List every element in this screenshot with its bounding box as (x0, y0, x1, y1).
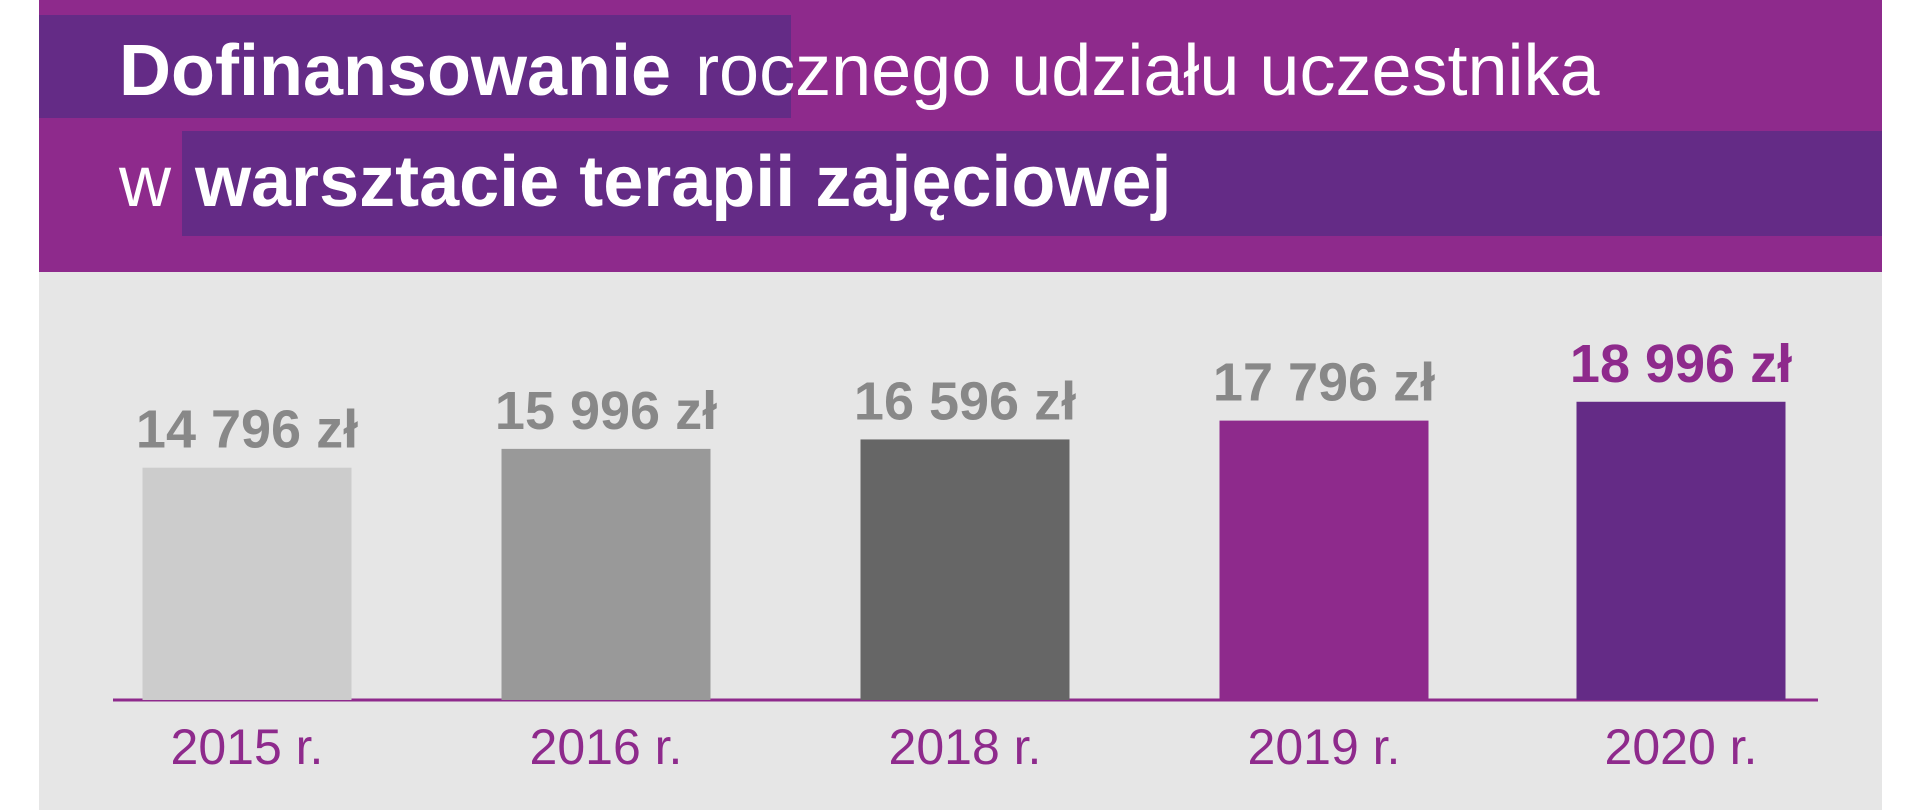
bar (1576, 401, 1786, 700)
value-label: 15 996 zł (495, 381, 717, 441)
title-light: w (118, 142, 172, 222)
title-bold: warsztacie terapii zajęciowej (194, 142, 1171, 222)
title-bold: Dofinansowanie (119, 31, 671, 111)
value-label: 18 996 zł (1570, 334, 1792, 394)
title-highlight (182, 131, 1882, 236)
value-label: 16 596 zł (854, 371, 1076, 431)
bar (501, 448, 711, 700)
bar (142, 467, 352, 700)
bar (1219, 420, 1429, 700)
x-tick-label: 2019 r. (1248, 719, 1401, 775)
x-tick-label: 2020 r. (1605, 719, 1758, 775)
x-tick-label: 2016 r. (530, 719, 683, 775)
bar (860, 439, 1070, 700)
title-light: rocznego udziału uczestnika (695, 31, 1600, 111)
title-highlight (39, 15, 791, 118)
value-label: 14 796 zł (136, 400, 358, 460)
x-tick-label: 2018 r. (889, 719, 1042, 775)
value-label: 17 796 zł (1213, 353, 1435, 413)
x-tick-label: 2015 r. (171, 719, 324, 775)
